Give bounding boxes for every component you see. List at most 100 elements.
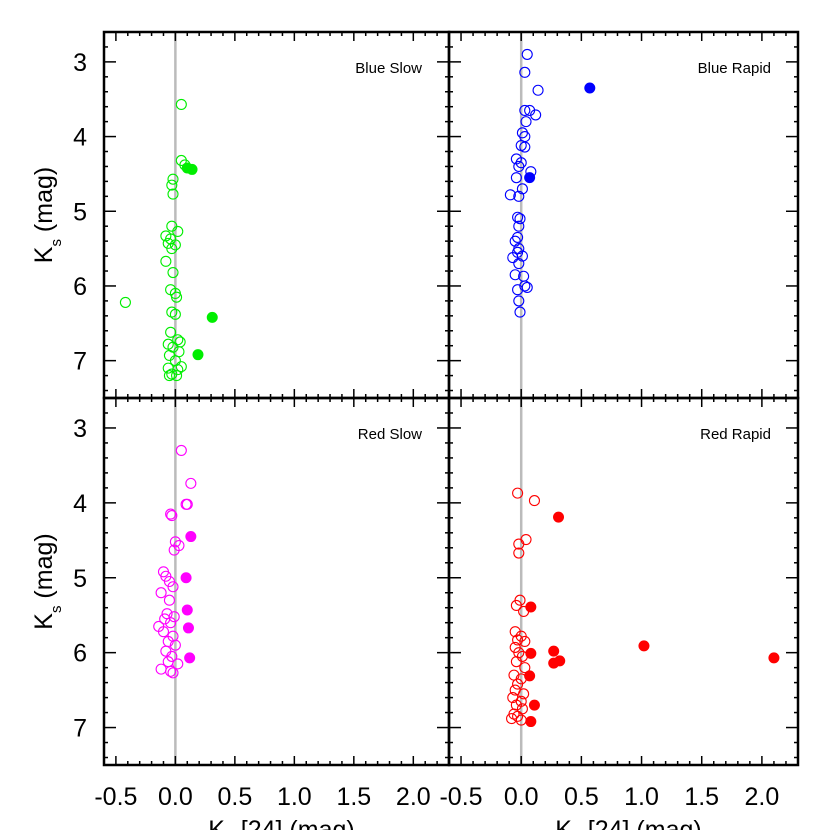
data-point-filled [553,511,565,523]
y-tick-label: 5 [73,198,87,226]
data-point-open [504,189,516,201]
y-tick-label: 7 [73,348,87,376]
data-point-filled [584,82,596,94]
data-point-open [163,370,175,382]
data-point-open [163,594,175,606]
x-tick-label: 0.0 [504,783,539,811]
data-point-open [169,308,181,320]
y-tick-label: 3 [73,415,87,443]
data-point-open [513,190,525,202]
data-point-open [165,617,177,629]
x-tick-label: 0.5 [217,783,252,811]
data-point-open [509,269,521,281]
data-point-open [165,326,177,338]
data-point-open [160,255,172,267]
y-tick-label: 6 [73,273,87,301]
data-point-open [519,141,531,153]
x-axis-title: Ks-[24] (mag) [208,816,354,830]
x-tick-label: 1.0 [277,783,312,811]
y-tick-label: 3 [73,49,87,77]
data-point-open [520,116,532,128]
panel-label-blue-slow: Blue Slow [355,60,422,77]
panel-label-red-rapid: Red Rapid [700,426,771,443]
data-point-open [168,544,180,556]
data-point-open [167,581,179,593]
data-point-open [513,160,525,172]
data-point-open [510,656,522,668]
x-tick-label: 0.0 [158,783,193,811]
data-point-open [521,48,533,60]
x-tick-label: 2.0 [396,783,431,811]
data-point-open [171,370,183,382]
data-point-open [519,635,531,647]
panel-red-slow: Red Slow 3 4 5 6 7 Ks (mag) -0.5 0.0 0.5 1.0 1.5 2.0… [30,396,451,830]
data-point-open [512,487,524,499]
data-point-filled [180,572,192,584]
data-point-open [175,444,187,456]
panel-label-blue-rapid: Blue Rapid [698,60,771,77]
x-tick-label: -0.5 [94,783,137,811]
data-point-open [512,284,524,296]
data-point-filled [524,172,536,184]
data-point-filled [525,716,537,728]
data-point-filled [192,349,204,361]
data-point-open [510,172,522,184]
panel-frame [447,396,800,767]
data-point-open [519,66,531,78]
data-point-open [513,538,525,550]
data-point-filled [524,670,536,682]
data-point-open [175,361,187,373]
data-point-open [519,104,531,116]
data-point-open [166,368,178,380]
data-point-open [166,510,178,522]
data-point-filled [186,163,198,175]
data-point-open [155,587,167,599]
data-point-filled [181,604,193,616]
data-point-open [119,296,131,308]
data-point-filled [554,655,566,667]
x-tick-label: 1.5 [684,783,719,811]
data-point-open [507,252,519,264]
data-point-open [518,688,530,700]
data-point-open [169,639,181,651]
x-tick-label: 0.5 [564,783,599,811]
panel-blue-rapid: Blue Rapid [447,30,800,400]
data-point-open [169,536,181,548]
y-axis-title: Ks (mag) [30,167,65,263]
panel-blue-slow: Blue Slow 3 4 5 6 7 Ks (mag) [30,30,451,400]
data-point-open [512,678,524,690]
panel-frame [102,30,451,400]
data-point-open [513,220,525,232]
data-point-filled [548,645,560,657]
data-point-open [165,665,177,677]
x-axis-title: Ks-[24] (mag) [555,816,701,830]
data-point-open [167,667,179,679]
data-point-open [175,98,187,111]
data-point-open [519,280,531,292]
data-point-open [513,547,525,559]
data-point-open [512,634,524,646]
data-point-open [166,243,178,255]
y-tick-label: 7 [73,715,87,743]
data-point-open [160,645,172,657]
data-point-open [530,109,542,121]
data-point-open [514,306,526,318]
data-point-open [516,183,528,195]
data-point-open [167,188,179,200]
data-point-filled [528,699,540,711]
data-point-open [159,613,171,625]
data-point-open [513,295,525,307]
panel-frame [102,396,451,767]
data-point-filled [185,531,197,543]
panel-red-rapid: Red Rapid -0.5 0.0 0.5 1.0 1.5 2.0 Ks-[24] (mag… [439,396,800,830]
y-tick-label: 5 [73,565,87,593]
x-tick-label: 2.0 [745,783,780,811]
data-point-filled [638,640,650,652]
data-point-open [509,235,521,247]
y-tick-label: 4 [73,124,87,152]
data-point-open [172,658,184,670]
data-point-open [169,239,181,251]
data-point-open [532,84,544,96]
data-point-open [514,213,526,225]
data-point-open [171,291,183,303]
